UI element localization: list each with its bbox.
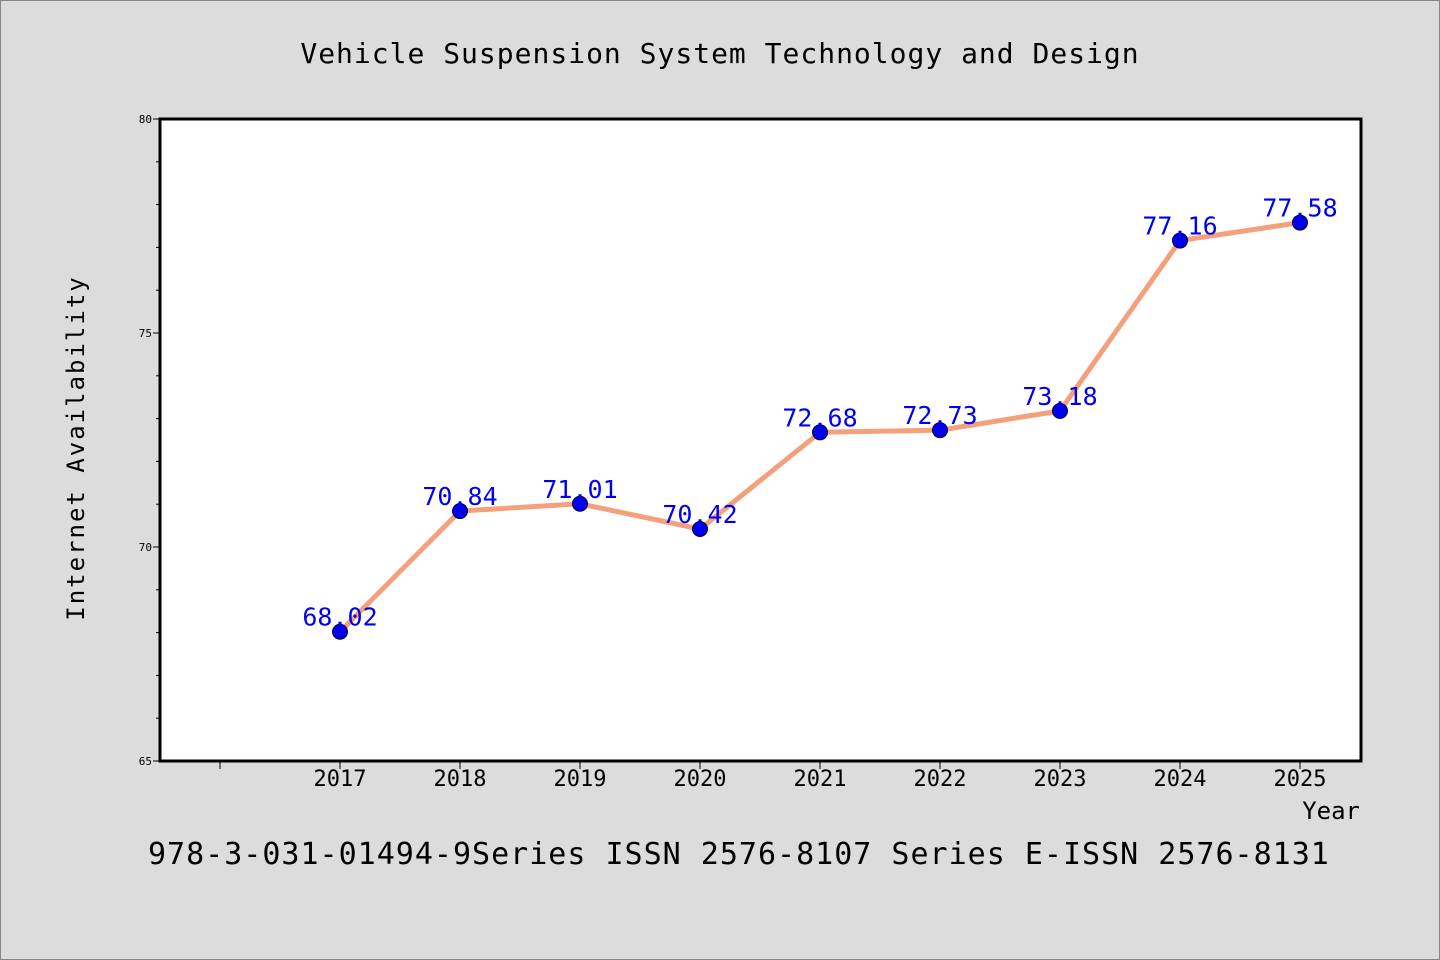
x-tick-label: 2022 <box>914 767 967 792</box>
y-tick-label: 75 <box>139 327 152 340</box>
x-tick-label: 2025 <box>1274 767 1327 792</box>
data-point-marker <box>932 422 948 439</box>
y-tick-label: 65 <box>139 755 152 768</box>
data-point-marker <box>1052 402 1068 419</box>
data-label: 77.58 <box>1262 194 1337 223</box>
data-label: 68.02 <box>302 603 377 632</box>
data-point-marker <box>572 495 588 512</box>
x-tick-label: 2018 <box>434 767 487 792</box>
x-tick-label: 2024 <box>1154 767 1207 792</box>
isbn-footnote: 978-3-031-01494-9Series ISSN 2576-8107 S… <box>148 837 1330 872</box>
chart-title: Vehicle Suspension System Technology and… <box>300 37 1139 70</box>
data-point-marker <box>812 424 828 441</box>
y-axis: 65 70 75 80 <box>139 113 160 768</box>
data-label: 72.68 <box>782 403 857 432</box>
data-label: 73.18 <box>1022 382 1097 411</box>
y-tick-label: 70 <box>139 541 152 554</box>
y-tick-label: 80 <box>139 113 152 126</box>
data-label: 72.73 <box>902 401 977 430</box>
x-tick-label: 2017 <box>314 767 367 792</box>
data-point-marker <box>452 503 468 520</box>
series-group: 68.02 70.84 71.01 70.42 72.68 72.73 73.18 77.16… <box>302 194 1338 640</box>
x-tick-label: 2020 <box>674 767 727 792</box>
x-tick-label: 2019 <box>554 767 607 792</box>
data-point-marker <box>332 623 348 640</box>
data-point-marker <box>692 521 708 538</box>
data-label: 71.01 <box>542 475 617 504</box>
x-axis-label: Year <box>1302 797 1360 825</box>
x-tick-label: 2021 <box>794 767 847 792</box>
data-label: 77.16 <box>1142 212 1217 241</box>
y-axis-label: Internet Availability <box>62 275 90 620</box>
x-axis: 2017 2018 2019 2020 2021 2022 2023 2024 2025 <box>219 761 1327 792</box>
x-tick-label: 2023 <box>1034 767 1087 792</box>
data-label: 70.84 <box>422 482 497 511</box>
data-point-marker <box>1292 214 1308 231</box>
plot-area <box>158 117 1363 763</box>
data-label: 70.42 <box>662 500 737 529</box>
data-point-marker <box>1172 232 1188 249</box>
